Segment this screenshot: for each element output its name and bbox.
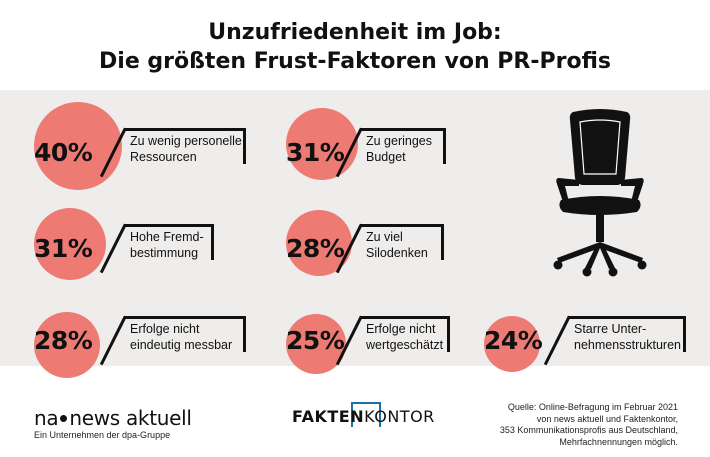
source-line: Quelle: Online-Befragung im Februar 2021 (507, 402, 678, 412)
category-label-line: Silodenken (366, 246, 428, 260)
category-label: Starre Unter-nehmensstrukturen (574, 321, 681, 353)
label-frame (360, 128, 446, 164)
source-line: von news aktuell und Faktenkontor, (536, 413, 678, 424)
source-line: Mehrfachnennungen möglich. (559, 436, 678, 447)
category-label: Zu geringes Budget (366, 133, 432, 165)
category-label-line: Ressourcen (130, 150, 197, 164)
category-label: Erfolge nicht wertgeschätzt (366, 321, 443, 353)
category-label-line: Starre Unter- (574, 322, 647, 336)
value-label: 31% (286, 138, 345, 167)
value-label: 24% (484, 326, 543, 355)
source-note: Quelle: Online-Befragung im Februar 2021… (500, 402, 678, 448)
logo-dot (60, 414, 68, 422)
label-frame (124, 224, 214, 260)
value-circle (34, 208, 106, 280)
category-label-line: Erfolge nicht (366, 322, 436, 336)
category-label-line: Erfolge nicht (130, 322, 200, 336)
category-label-line: Budget (366, 150, 406, 164)
label-frame (568, 316, 686, 352)
page-title: Unzufriedenheit im Job: Die größten Frus… (0, 18, 710, 76)
news-aktuell-subtitle: Ein Unternehmen der dpa-Gruppe (34, 430, 171, 440)
category-label-line: wertgeschätzt (366, 338, 444, 352)
value-label: 28% (286, 234, 345, 263)
category-label: Zu wenig personelle Ressourcen (130, 133, 242, 165)
source-line: 353 Kommunikationsprofis aus Deutschland… (499, 425, 678, 435)
category-label-line: Hohe Fremd- (130, 230, 204, 244)
label-frame (124, 128, 246, 164)
category-label-line: Zu geringes (366, 134, 433, 148)
label-frame (360, 316, 450, 352)
label-frame (360, 224, 444, 260)
value-label: 25% (286, 326, 345, 355)
news-aktuell-logo: na news aktuell (34, 406, 192, 430)
value-label: 31% (34, 234, 93, 263)
value-circle (34, 312, 100, 378)
category-label-line: Zu wenig personelle (130, 134, 242, 148)
category-label-line: bestimmung (130, 246, 199, 260)
value-circle (484, 316, 540, 372)
title-line-2: Die größten Frust-Faktoren von PR-Profis (99, 49, 611, 74)
category-label-line: eindeutig messbar (130, 338, 233, 352)
category-label: Zu viel Silodenken (366, 229, 428, 261)
category-label: Erfolge nicht eindeutig messbar (130, 321, 232, 353)
office-chair-icon (553, 109, 647, 277)
value-label: 40% (34, 138, 93, 167)
label-frame (124, 316, 246, 352)
category-label: Hohe Fremd-bestimmung (130, 229, 204, 261)
title-line-1: Unzufriedenheit im Job: (208, 20, 502, 45)
value-circle (286, 108, 358, 180)
faktenkontor-logo-frame (351, 402, 381, 427)
value-label: 28% (34, 326, 93, 355)
faktenkontor-logo: FAKTENKONTOR (292, 407, 435, 426)
value-circle (34, 102, 122, 190)
category-label-line: Zu viel (366, 230, 403, 244)
category-label-line: nehmensstrukturen (574, 338, 682, 352)
